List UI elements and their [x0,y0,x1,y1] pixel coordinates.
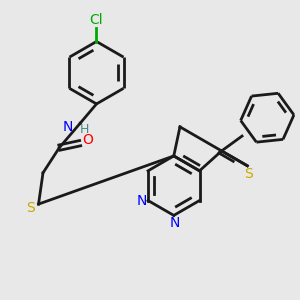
Text: S: S [26,201,34,215]
Text: N: N [170,216,181,230]
Text: N: N [136,194,147,208]
Text: O: O [82,133,93,147]
Text: N: N [62,120,73,134]
Text: H: H [79,123,88,136]
Text: Cl: Cl [90,13,103,27]
Text: S: S [244,167,253,181]
